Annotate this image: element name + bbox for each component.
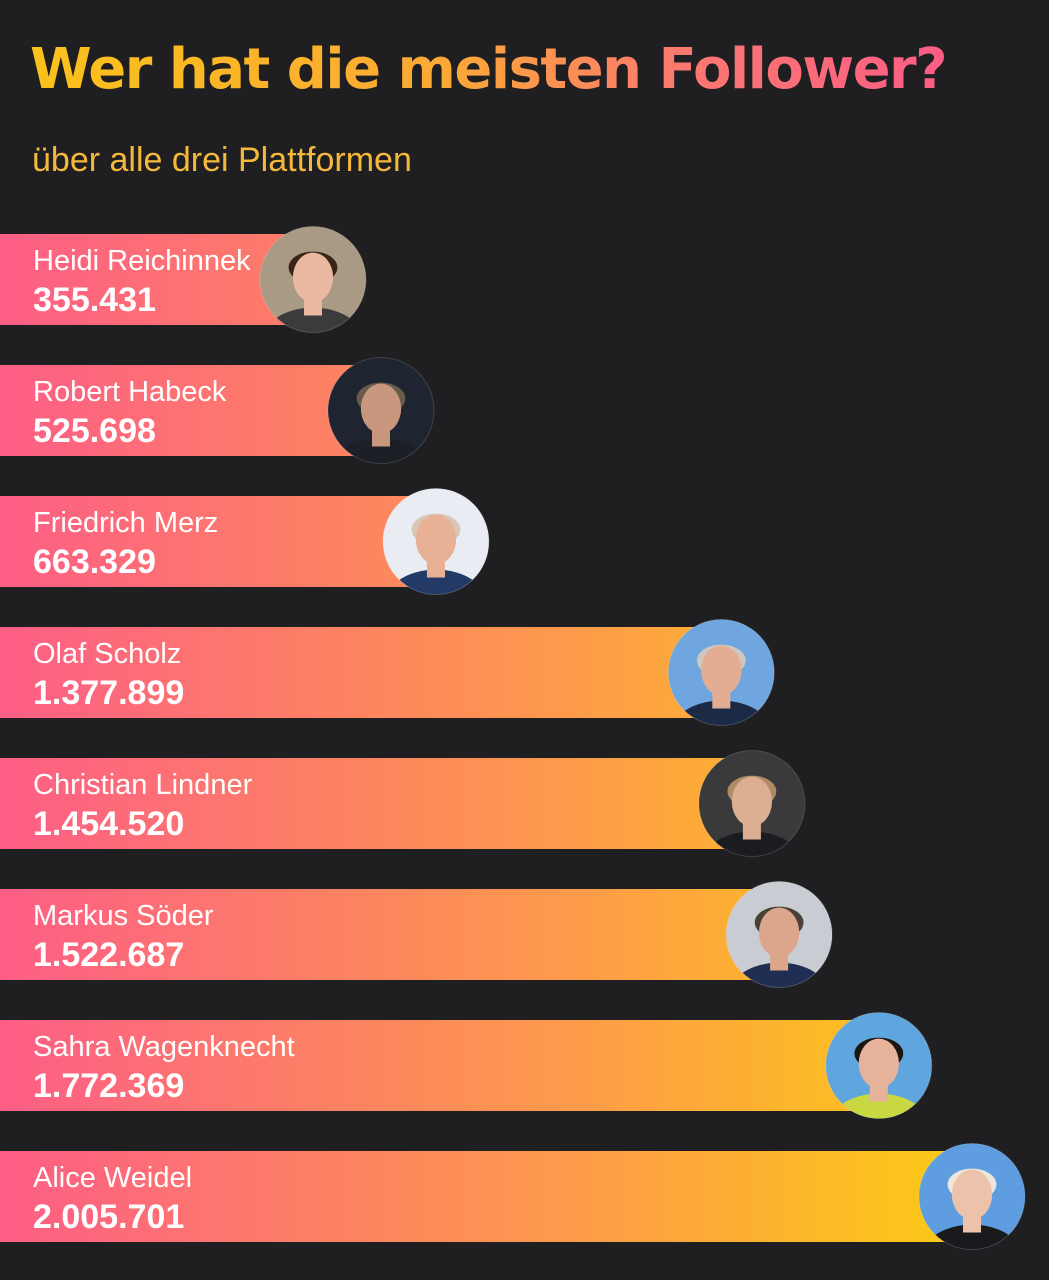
bar-value-label: 1.377.899 [33, 674, 184, 712]
bar-value-label: 525.698 [33, 412, 156, 450]
portrait-shoulders [921, 1224, 1023, 1250]
bar-value-label: 2.005.701 [33, 1198, 184, 1236]
portrait-face [951, 1169, 993, 1220]
christian-lindner-portrait-icon [698, 750, 805, 857]
robert-habeck-portrait-icon [327, 357, 434, 464]
sahra-wagenknecht-portrait-icon [825, 1012, 932, 1119]
portrait-face [758, 907, 800, 958]
bar-name-label: Robert Habeck [33, 376, 227, 408]
bar-name-label: Sahra Wagenknecht [33, 1031, 295, 1063]
portrait-shoulders [728, 962, 830, 988]
bar-row: Heidi Reichinnek 355.431 [0, 226, 367, 333]
portrait-frame [725, 881, 833, 988]
bar-name-label: Christian Lindner [33, 769, 253, 801]
bar-row: Markus Söder 1.522.687 [0, 881, 833, 988]
portrait-face [360, 383, 402, 434]
bar-name-label: Heidi Reichinnek [33, 245, 251, 277]
bar [0, 1020, 874, 1111]
bar-value-label: 355.431 [33, 281, 156, 319]
bars-group: Heidi Reichinnek 355.431 Robert Habeck 525.… [0, 226, 1026, 1250]
bar [0, 889, 774, 980]
portrait-face [701, 645, 742, 696]
bar-row: Olaf Scholz 1.377.899 [0, 619, 775, 726]
bar-row: Alice Weidel 2.005.701 [0, 1143, 1026, 1250]
portrait-frame [259, 226, 367, 333]
portrait-frame [327, 357, 435, 464]
alice-weidel-portrait-icon [919, 1143, 1025, 1250]
bar-value-label: 1.772.369 [33, 1067, 184, 1105]
bar-value-label: 1.522.687 [33, 936, 184, 974]
portrait-shoulders [701, 831, 803, 857]
bar-value-label: 1.454.520 [33, 805, 184, 843]
bar-row: Christian Lindner 1.454.520 [0, 750, 806, 857]
bar-name-label: Olaf Scholz [33, 638, 181, 670]
bar-name-label: Friedrich Merz [33, 507, 218, 539]
portrait-shoulders [828, 1093, 930, 1119]
bar [0, 758, 747, 849]
portrait-face [415, 514, 457, 565]
bar-row: Sahra Wagenknecht 1.772.369 [0, 1012, 933, 1119]
chart-title: Wer hat die meisten Follower? [30, 37, 948, 102]
portrait-frame [918, 1143, 1026, 1250]
portrait-face [858, 1038, 899, 1089]
portrait-shoulders [385, 569, 487, 595]
portrait-frame [382, 488, 490, 595]
portrait-frame [667, 619, 775, 726]
bar-row: Friedrich Merz 663.329 [0, 488, 490, 595]
heidi-reichinnek-portrait-icon [260, 226, 366, 333]
portrait-frame [698, 750, 806, 857]
bar-row: Robert Habeck 525.698 [0, 357, 435, 464]
portrait-shoulders [670, 700, 772, 726]
bar [0, 627, 716, 718]
portrait-frame [825, 1012, 933, 1119]
portrait-shoulders [330, 438, 432, 464]
markus-soeder-portrait-icon [726, 881, 833, 988]
bar-name-label: Alice Weidel [33, 1162, 192, 1194]
portrait-face [731, 776, 773, 827]
portrait-shoulders [262, 307, 364, 333]
bar [0, 365, 376, 456]
bar [0, 1151, 967, 1242]
olaf-scholz-portrait-icon [668, 619, 775, 726]
bar-value-label: 663.329 [33, 543, 156, 581]
friedrich-merz-portrait-icon [382, 488, 489, 595]
portrait-face [292, 252, 334, 303]
bar [0, 496, 431, 587]
bar-name-label: Markus Söder [33, 900, 214, 932]
chart-subtitle: über alle drei Plattformen [32, 141, 412, 179]
bar [0, 234, 308, 325]
